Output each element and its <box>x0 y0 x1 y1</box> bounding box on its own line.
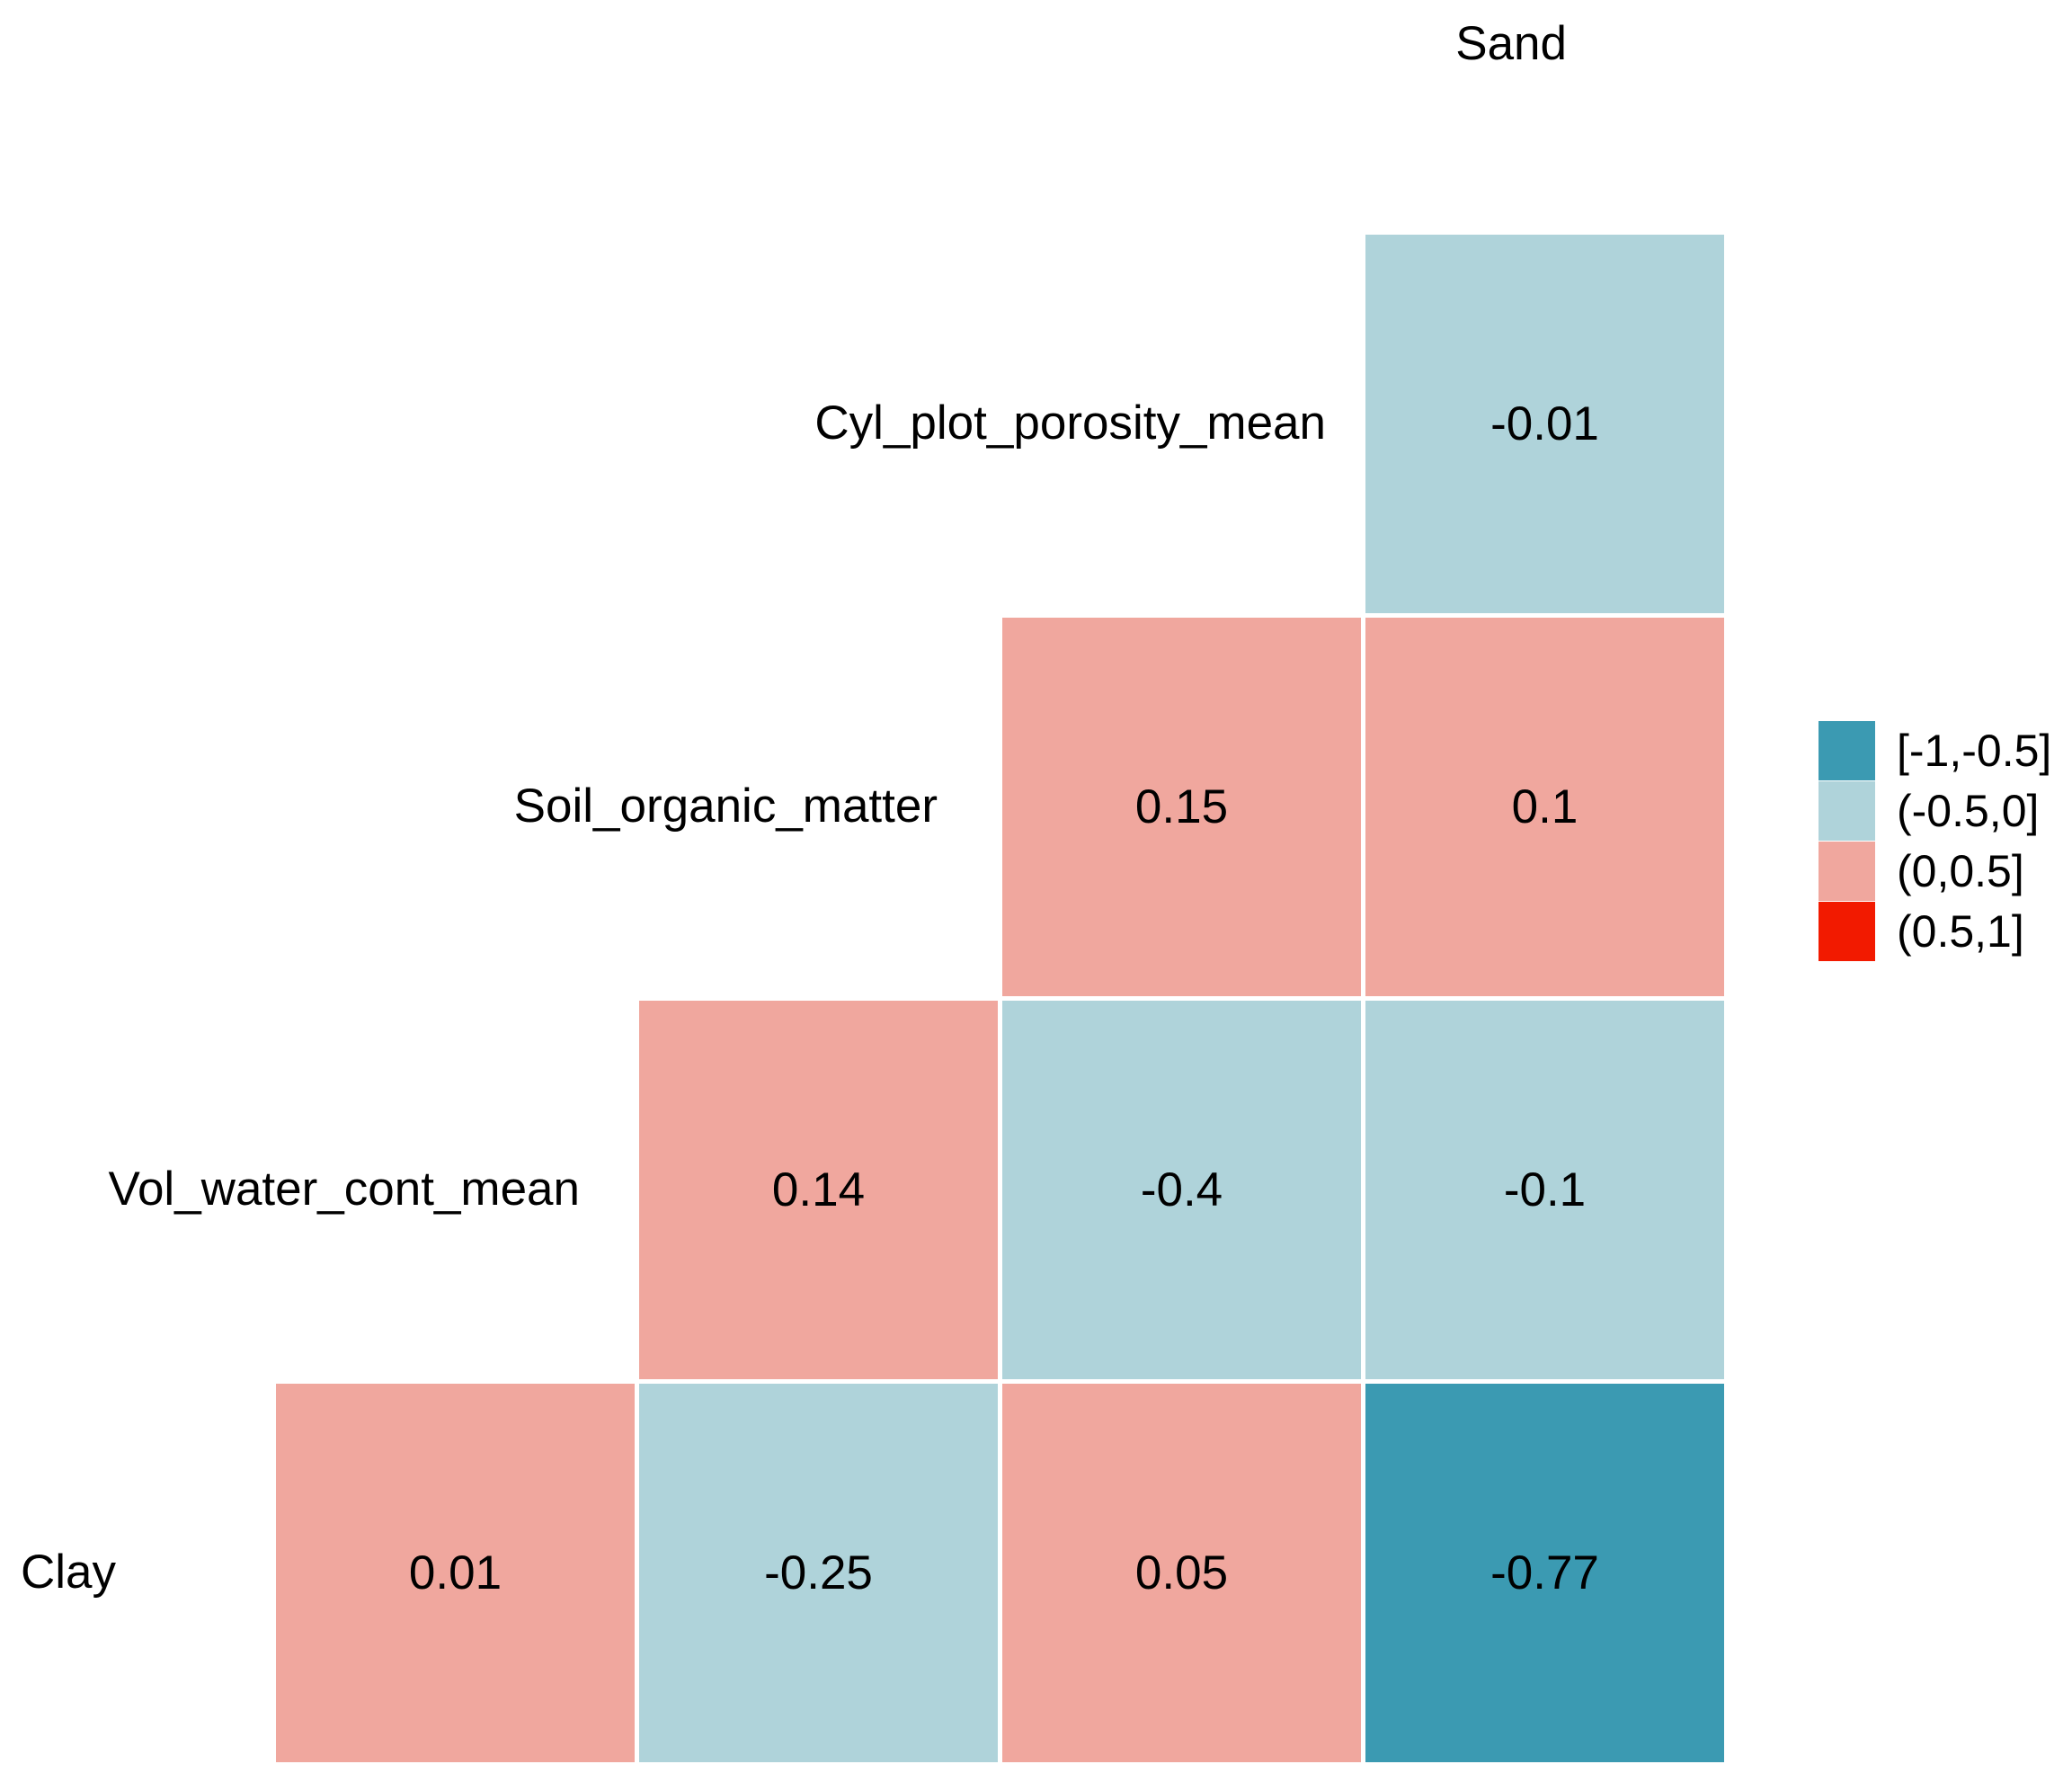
legend-key-weak-positive <box>1819 842 1875 901</box>
heatmap-cell-clay-soil: -0.25 <box>639 1384 998 1762</box>
legend-label: [-1,-0.5] <box>1897 726 2052 776</box>
legend-item: (0,0.5] <box>1819 842 2051 901</box>
row-label-cyl-plot-porosity-mean: Cyl_plot_porosity_mean <box>814 396 1326 450</box>
heatmap-cell-soil-sand: 0.1 <box>1365 618 1724 996</box>
legend-item: (0.5,1] <box>1819 902 2051 961</box>
legend-label: (0,0.5] <box>1897 846 2024 896</box>
legend-key-strong-positive <box>1819 902 1875 961</box>
heatmap-cell-vol-soil: 0.14 <box>639 1001 998 1379</box>
heatmap-cell-clay-cyl: 0.05 <box>1002 1384 1361 1762</box>
row-label-vol-water-cont-mean: Vol_water_cont_mean <box>108 1163 580 1216</box>
legend-item: (-0.5,0] <box>1819 781 2051 841</box>
heatmap-cell-vol-sand: -0.1 <box>1365 1001 1724 1379</box>
heatmap-cell-clay-vol: 0.01 <box>276 1384 635 1762</box>
legend: [-1,-0.5] (-0.5,0] (0,0.5] (0.5,1] <box>1819 721 2051 961</box>
row-label-soil-organic-matter: Soil_organic_matter <box>513 780 938 833</box>
heatmap-cell-soil-cyl: 0.15 <box>1002 618 1361 996</box>
heatmap-cell-cyl-sand: -0.01 <box>1365 235 1724 613</box>
legend-item: [-1,-0.5] <box>1819 721 2051 780</box>
column-label-sand: Sand <box>1455 17 1567 70</box>
heatmap-cell-clay-sand: -0.77 <box>1365 1384 1724 1762</box>
legend-key-strong-negative <box>1819 721 1875 780</box>
legend-label: (-0.5,0] <box>1897 786 2040 836</box>
heatmap-cell-vol-cyl: -0.4 <box>1002 1001 1361 1379</box>
legend-key-weak-negative <box>1819 781 1875 841</box>
row-label-clay: Clay <box>20 1546 116 1599</box>
legend-label: (0.5,1] <box>1897 906 2024 957</box>
